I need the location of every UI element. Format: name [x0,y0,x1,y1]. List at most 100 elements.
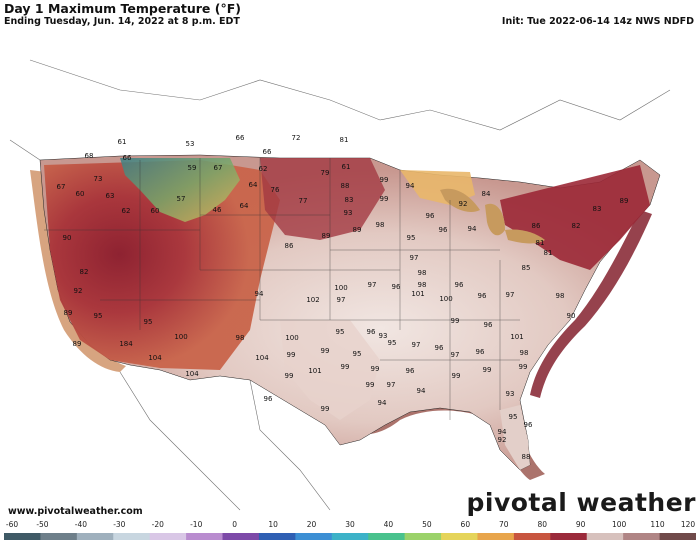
colorbar-tick-label: 20 [306,520,317,529]
temp-label: 53 [186,140,195,148]
temp-label: 97 [506,291,515,299]
temp-label: 98 [418,281,427,289]
temp-label: 97 [412,341,421,349]
temp-label: 96 [264,395,273,403]
temp-label: 104 [148,354,162,362]
colorbar-segment [186,533,224,540]
colorbar-segment [368,533,406,540]
temp-label: 88 [522,453,531,461]
temp-label: 97 [387,381,396,389]
colorbar-segment [404,533,442,540]
temp-label: 77 [299,197,308,205]
colorbar-tick-label: 0 [232,520,238,529]
temp-label: 57 [177,195,186,203]
temp-label: 98 [376,221,385,229]
temp-label: 95 [353,350,362,358]
temp-label: 64 [240,202,249,210]
colorbar-tick-label: 120 [680,520,696,529]
colorbar-segment [76,533,114,540]
colorbar-segment [149,533,187,540]
temperature-map: 61 66 53 66 72 81 68 67 66 73 60 63 59 67 62 61 62 60 57 64… [0,30,700,516]
temp-label: 99 [380,176,389,184]
colorbar-tick-label: 80 [537,520,547,529]
temp-label: 81 [536,239,545,247]
temp-label: 66 [123,154,132,162]
colorbar-tick-label: -60 [5,520,19,529]
temp-label: 93 [379,332,388,340]
temp-label: 73 [94,175,103,183]
colorbar-tick-label: -30 [113,520,126,529]
temp-label: 66 [263,148,272,156]
temp-label: 98 [418,269,427,277]
temp-label: 97 [451,351,460,359]
temp-label: 96 [392,283,401,291]
temp-label: 98 [556,292,565,300]
temp-label: 79 [321,169,330,177]
colorbar-segment [623,533,661,540]
colorbar-tick-label: 10 [268,520,278,529]
temp-label: 83 [345,196,354,204]
colorbar-segment [4,533,41,540]
temp-label: 94 [468,225,477,233]
colorbar-segment [222,533,260,540]
colorbar-segment [258,533,296,540]
temp-label: 62 [122,207,131,215]
temp-label: 64 [249,181,258,189]
colorbar-tick-label: 60 [460,520,471,529]
temp-label: 93 [344,209,353,217]
temp-label: 89 [73,340,82,348]
colorbar-tick-label: 70 [498,520,509,529]
temp-label: 67 [214,164,223,172]
website-url: www.pivotalweather.com [8,506,143,517]
temp-label: 82 [572,222,581,230]
temp-label: 94 [406,182,415,190]
temp-label: 102 [306,296,319,304]
temp-label: 92 [498,436,507,444]
colorbar-segment [659,533,696,540]
temp-label: 94 [417,387,426,395]
temp-label: 99 [321,405,330,413]
temp-label: 99 [380,195,389,203]
temp-label: 72 [292,134,301,142]
temp-label: 95 [509,413,518,421]
temp-label: 99 [452,372,461,380]
temp-label: 97 [368,281,377,289]
temp-label: 96 [435,344,444,352]
colorbar-segment [513,533,551,540]
temp-label: 59 [188,164,197,172]
pivotal-weather-logo: pivotal weather [466,488,696,517]
valid-time: Ending Tuesday, Jun. 14, 2022 at 8 p.m. … [4,16,240,27]
temp-label: 46 [213,206,222,214]
temp-label: 96 [406,367,415,375]
temp-label: 96 [426,212,435,220]
temp-label: 60 [151,207,160,215]
temp-label: 101 [411,290,424,298]
temp-label: 99 [321,347,330,355]
colorbar-segment [113,533,151,540]
colorbar-segment [441,533,478,540]
temp-label: 66 [236,134,245,142]
temp-label: 90 [567,312,576,320]
colorbar-tick-label: 90 [575,520,586,529]
init-time: Init: Tue 2022-06-14 14z NWS NDFD [501,16,694,27]
temp-label: 63 [106,192,115,200]
colorbar-segment [586,533,624,540]
temp-label: 95 [94,312,103,320]
colorbar-tick-label: 30 [345,520,355,529]
colorbar-segment [550,533,588,540]
temp-label: 99 [371,365,380,373]
temp-label: 100 [285,334,298,342]
temp-label: 95 [336,328,345,336]
temp-label: 95 [388,339,397,347]
colorbar-tick-label: 110 [650,520,665,529]
temp-label: 81 [340,136,349,144]
colorbar-segment [295,533,333,540]
temp-label: 96 [367,328,376,336]
temp-label: 96 [484,321,493,329]
temp-label: 100 [334,284,347,292]
temp-label: 100 [439,295,452,303]
temp-label: 62 [259,165,268,173]
temp-label: 99 [287,351,296,359]
temp-label: 88 [341,182,350,190]
colorbar-tick-label: 50 [422,520,432,529]
